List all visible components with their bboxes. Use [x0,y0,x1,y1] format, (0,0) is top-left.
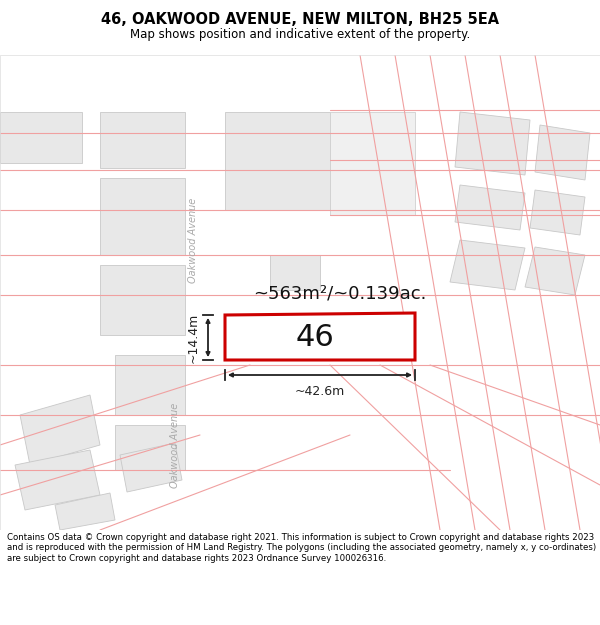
Polygon shape [225,112,330,210]
Polygon shape [100,178,185,255]
Polygon shape [530,190,585,235]
Polygon shape [330,112,415,215]
Polygon shape [535,125,590,180]
Polygon shape [450,240,525,290]
Polygon shape [455,185,525,230]
Text: 46: 46 [296,322,334,351]
Polygon shape [100,112,185,168]
Text: Map shows position and indicative extent of the property.: Map shows position and indicative extent… [130,28,470,41]
Text: 46, OAKWOOD AVENUE, NEW MILTON, BH25 5EA: 46, OAKWOOD AVENUE, NEW MILTON, BH25 5EA [101,12,499,27]
Text: Oakwood Avenue: Oakwood Avenue [188,198,198,282]
Polygon shape [0,112,82,163]
Polygon shape [115,355,185,415]
Polygon shape [525,247,585,295]
Polygon shape [15,450,100,510]
Text: ~563m²/~0.139ac.: ~563m²/~0.139ac. [253,284,427,302]
Polygon shape [120,443,182,492]
Polygon shape [20,395,100,465]
Polygon shape [55,493,115,530]
Text: ~14.4m: ~14.4m [187,312,200,362]
Polygon shape [455,112,530,175]
Polygon shape [115,425,185,470]
Polygon shape [225,313,415,360]
Text: Contains OS data © Crown copyright and database right 2021. This information is : Contains OS data © Crown copyright and d… [7,533,596,562]
Polygon shape [270,255,320,290]
Text: ~42.6m: ~42.6m [295,385,345,398]
Text: Oakwood Avenue: Oakwood Avenue [170,402,180,488]
Polygon shape [163,55,222,530]
Polygon shape [100,265,185,335]
